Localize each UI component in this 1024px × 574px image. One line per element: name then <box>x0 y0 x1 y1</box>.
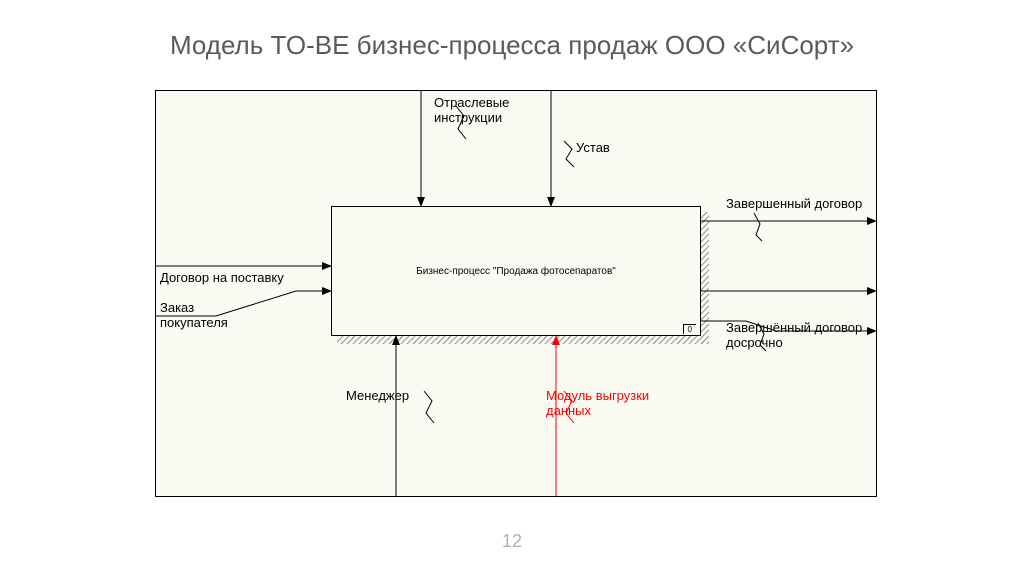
label-left-1: Договор на поставку <box>160 271 284 286</box>
label-top-1: Отраслевые инструкции <box>434 96 509 126</box>
label-left-2: Заказ покупателя <box>160 301 228 331</box>
diagram-svg <box>156 91 876 496</box>
page-number: 12 <box>0 531 1024 552</box>
label-bottom-2: Модуль выгрузки данных <box>546 389 649 419</box>
diagram-canvas: Бизнес-процесс "Продажа фотосепаратов" 0 <box>155 90 877 497</box>
label-right-1: Завершенный договор <box>726 197 862 212</box>
label-bottom-1: Менеджер <box>346 389 409 404</box>
label-right-2: Завершённый договор досрочно <box>726 321 862 351</box>
label-top-2: Устав <box>576 141 610 156</box>
page-title: Модель TO-BE бизнес-процесса продаж ООО … <box>0 30 1024 61</box>
